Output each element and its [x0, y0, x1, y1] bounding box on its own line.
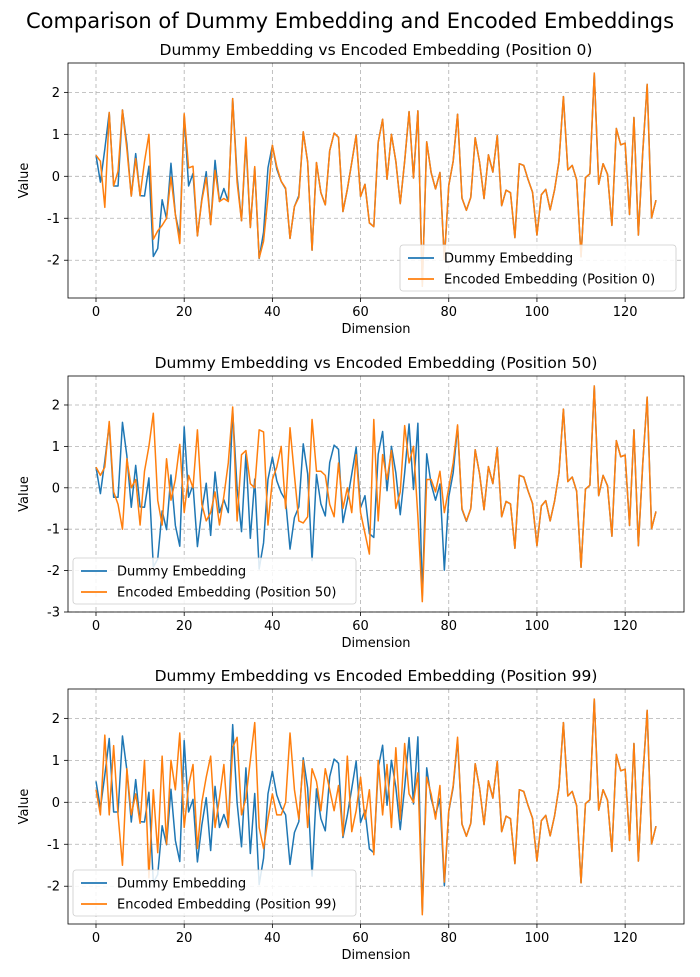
y-tick-label: 2	[52, 712, 60, 727]
chart-title: Dummy Embedding vs Encoded Embedding (Po…	[160, 41, 593, 59]
y-tick-label: -1	[47, 212, 60, 227]
x-tick-label: 100	[525, 305, 550, 320]
x-tick-label: 100	[525, 619, 550, 634]
x-axis-label: Dimension	[341, 948, 410, 963]
x-tick-label: 120	[613, 305, 638, 320]
x-tick-label: 40	[264, 619, 281, 634]
y-axis-label: Value	[17, 789, 32, 825]
x-tick-label: 120	[613, 619, 638, 634]
y-tick-label: 2	[52, 398, 60, 413]
series-line-encoded	[95, 698, 657, 916]
y-tick-label: -2	[47, 254, 60, 269]
x-axis-label: Dimension	[341, 322, 410, 337]
x-tick-label: 20	[176, 619, 193, 634]
x-tick-label: 60	[352, 931, 369, 946]
y-tick-label: -1	[47, 838, 60, 853]
y-tick-label: 0	[52, 481, 60, 496]
legend-box	[72, 869, 357, 917]
y-tick-label: 2	[52, 86, 60, 101]
legend: Dummy Embedding Encoded Embedding (Positi…	[72, 869, 357, 917]
y-tick-label: 0	[52, 796, 60, 811]
y-tick-label: -2	[47, 564, 60, 579]
x-tick-label: 100	[525, 931, 550, 946]
x-tick-label: 60	[352, 305, 369, 320]
legend-label-dummy: Dummy Embedding	[117, 877, 246, 892]
legend: Dummy Embedding Encoded Embedding (Positi…	[72, 557, 357, 605]
legend-label-encoded: Encoded Embedding (Position 99)	[117, 898, 337, 913]
y-tick-label: 1	[52, 440, 60, 455]
x-tick-label: 20	[176, 305, 193, 320]
x-tick-label: 80	[440, 619, 457, 634]
y-tick-label: 1	[52, 754, 60, 769]
x-tick-label: 0	[92, 305, 100, 320]
plot-frame	[67, 62, 685, 299]
chart-panel-3: Dummy Embedding vs Encoded Embedding (Po…	[17, 667, 685, 963]
plot-frame	[67, 375, 685, 613]
figure-title: Comparison of Dummy Embedding and Encode…	[26, 9, 674, 33]
legend-label-dummy: Dummy Embedding	[117, 565, 246, 580]
x-tick-label: 40	[264, 931, 281, 946]
series-line-encoded	[95, 72, 657, 287]
x-tick-label: 60	[352, 619, 369, 634]
x-tick-label: 0	[92, 931, 100, 946]
x-tick-label: 0	[92, 619, 100, 634]
legend: Dummy Embedding Encoded Embedding (Positi…	[399, 244, 677, 292]
legend-box	[399, 244, 677, 292]
x-tick-label: 20	[176, 931, 193, 946]
x-tick-label: 40	[264, 305, 281, 320]
chart-panel-1: Dummy Embedding vs Encoded Embedding (Po…	[17, 41, 685, 337]
x-tick-label: 80	[440, 931, 457, 946]
chart-panel-2: Dummy Embedding vs Encoded Embedding (Po…	[17, 354, 685, 651]
legend-label-encoded: Encoded Embedding (Position 0)	[444, 273, 655, 288]
x-axis-label: Dimension	[341, 636, 410, 651]
x-tick-label: 120	[613, 931, 638, 946]
chart-title: Dummy Embedding vs Encoded Embedding (Po…	[155, 354, 598, 372]
legend-box	[72, 557, 357, 605]
y-tick-label: 0	[52, 170, 60, 185]
x-tick-label: 80	[440, 305, 457, 320]
plot-frame	[67, 688, 685, 925]
y-tick-label: -3	[47, 606, 60, 621]
series-line-encoded	[95, 385, 657, 603]
y-tick-label: 1	[52, 128, 60, 143]
chart-title: Dummy Embedding vs Encoded Embedding (Po…	[155, 667, 598, 685]
legend-label-dummy: Dummy Embedding	[444, 252, 573, 267]
y-tick-label: -1	[47, 523, 60, 538]
legend-label-encoded: Encoded Embedding (Position 50)	[117, 586, 337, 601]
y-axis-label: Value	[17, 163, 32, 199]
y-axis-label: Value	[17, 476, 32, 512]
y-tick-label: -2	[47, 880, 60, 895]
